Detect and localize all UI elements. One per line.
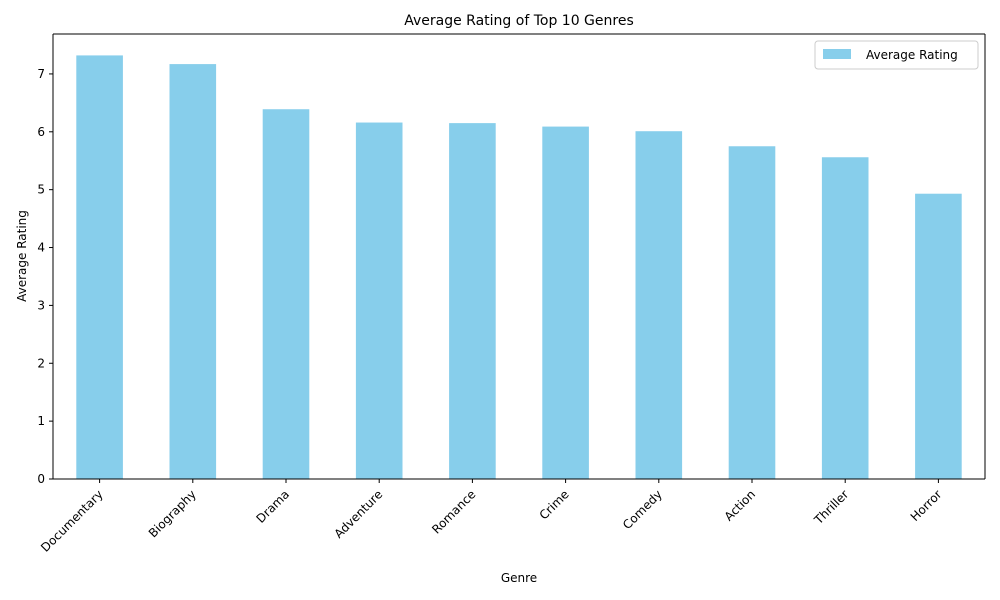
x-tick-label-comedy: Comedy <box>620 487 665 532</box>
bar-crime <box>542 126 589 480</box>
y-tick-label: 4 <box>37 241 45 255</box>
bar-documentary <box>76 55 123 480</box>
x-tick-label-drama: Drama <box>254 487 293 526</box>
x-axis-ticks: Documentary Biography Drama Adventure Romanc… <box>38 479 945 555</box>
legend-box <box>814 40 979 70</box>
y-tick-label: 3 <box>37 298 45 312</box>
bar-biography <box>169 64 217 479</box>
y-tick-label: 6 <box>37 125 45 139</box>
y-axis-label: Average Rating <box>15 210 29 302</box>
legend-label: Average Rating <box>866 48 958 62</box>
bar-action <box>728 146 776 479</box>
bar-romance <box>449 123 496 480</box>
bar-thriller <box>821 157 869 479</box>
x-tick-label-documentary: Documentary <box>38 487 106 555</box>
y-axis-ticks: 0 1 2 3 4 5 6 7 <box>37 67 53 486</box>
x-tick-label-biography: Biography <box>146 487 199 540</box>
bar-drama <box>262 109 310 479</box>
bars-group <box>76 55 962 480</box>
legend: Average Rating <box>814 40 979 70</box>
legend-swatch <box>823 49 851 59</box>
x-tick-label-adventure: Adventure <box>332 487 386 541</box>
y-tick-label: 0 <box>37 472 45 486</box>
bar-comedy <box>635 131 683 479</box>
bar-adventure <box>355 122 403 480</box>
x-tick-label-action: Action <box>722 487 758 523</box>
y-tick-label: 5 <box>37 183 45 197</box>
y-tick-label: 2 <box>37 356 45 370</box>
chart-title: Average Rating of Top 10 Genres <box>404 13 634 29</box>
bar-horror <box>915 193 962 479</box>
y-tick-label: 7 <box>37 67 45 81</box>
y-tick-label: 1 <box>37 414 45 428</box>
x-tick-label-crime: Crime <box>537 487 572 522</box>
x-axis-label: Genre <box>501 571 537 585</box>
axis-spines <box>52 33 986 480</box>
x-tick-label-romance: Romance <box>429 487 478 536</box>
x-tick-label-horror: Horror <box>908 487 945 524</box>
x-tick-label-thriller: Thriller <box>811 487 851 527</box>
